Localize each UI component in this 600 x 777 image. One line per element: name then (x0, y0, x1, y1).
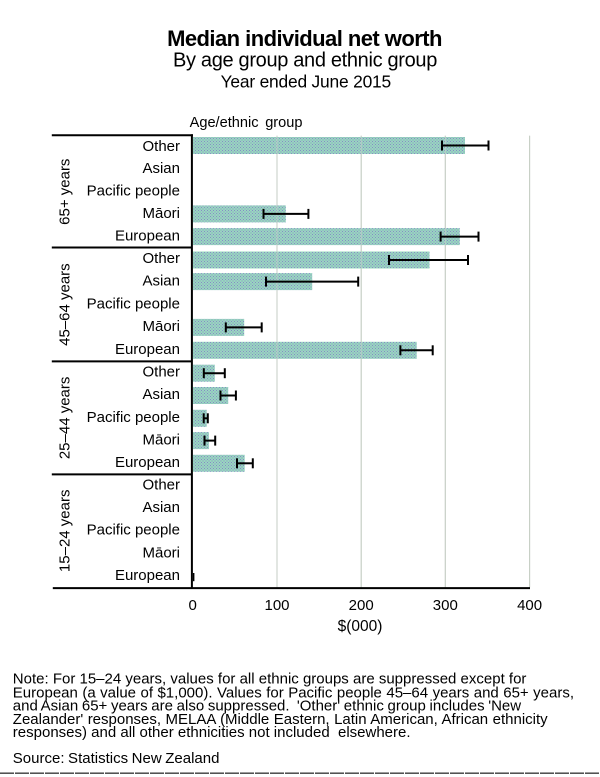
svg-text:Māori: Māori (142, 431, 180, 448)
svg-text:Other: Other (142, 250, 180, 267)
svg-text:Age/ethnic: Age/ethnic (190, 115, 259, 131)
svg-text:15–24 years: 15–24 years (57, 490, 74, 573)
svg-text:Māori: Māori (142, 205, 180, 222)
svg-text:Year ended June 2015: Year ended June 2015 (221, 71, 391, 91)
svg-text:Asian: Asian (142, 386, 180, 403)
svg-text:Asian: Asian (142, 499, 180, 516)
svg-text:25–44 years: 25–44 years (57, 377, 74, 460)
svg-text:Pacific people: Pacific people (87, 409, 180, 426)
svg-text:Other: Other (142, 138, 180, 155)
svg-text:European: European (115, 341, 180, 358)
svg-text:Asian: Asian (142, 273, 180, 290)
svg-text:Other: Other (142, 477, 180, 494)
svg-text:Note: For 15–24 years, values: Note: For 15–24 years, values for all et… (13, 671, 527, 688)
svg-text:$(000): $(000) (338, 618, 383, 635)
svg-text:and Asian 65+ years are also s: and Asian 65+ years are also suppressed.… (13, 698, 521, 715)
svg-text:By age group and ethnic group: By age group and ethnic group (173, 49, 437, 71)
svg-text:group: group (265, 115, 302, 131)
svg-text:Source: Statistics New Zealand: Source: Statistics New Zealand (13, 750, 220, 767)
svg-text:100: 100 (264, 597, 289, 614)
svg-text:Asian: Asian (142, 160, 180, 177)
svg-text:Māori: Māori (142, 318, 180, 335)
svg-text:responses) and all other ethni: responses) and all other ethnicities not… (13, 724, 411, 741)
svg-text:Pacific people: Pacific people (87, 183, 180, 200)
svg-text:200: 200 (349, 597, 374, 614)
svg-text:400: 400 (517, 597, 542, 614)
svg-text:Other: Other (142, 364, 180, 381)
svg-text:European: European (115, 567, 180, 584)
svg-text:Pacific people: Pacific people (87, 296, 180, 313)
svg-text:Pacific people: Pacific people (87, 522, 180, 539)
svg-text:European: European (115, 227, 180, 244)
svg-text:Māori: Māori (142, 544, 180, 561)
svg-text:Median individual net worth: Median individual net worth (167, 26, 442, 51)
svg-text:European (a value of $1,000).: European (a value of $1,000). Values for… (13, 685, 574, 702)
svg-text:0: 0 (189, 597, 197, 614)
svg-text:65+ years: 65+ years (57, 159, 74, 225)
svg-text:Zealander' responses, MELAA (M: Zealander' responses, MELAA (Middle East… (13, 711, 548, 728)
svg-text:European: European (115, 454, 180, 471)
svg-text:300: 300 (433, 597, 458, 614)
svg-text:45–64 years: 45–64 years (57, 263, 74, 346)
